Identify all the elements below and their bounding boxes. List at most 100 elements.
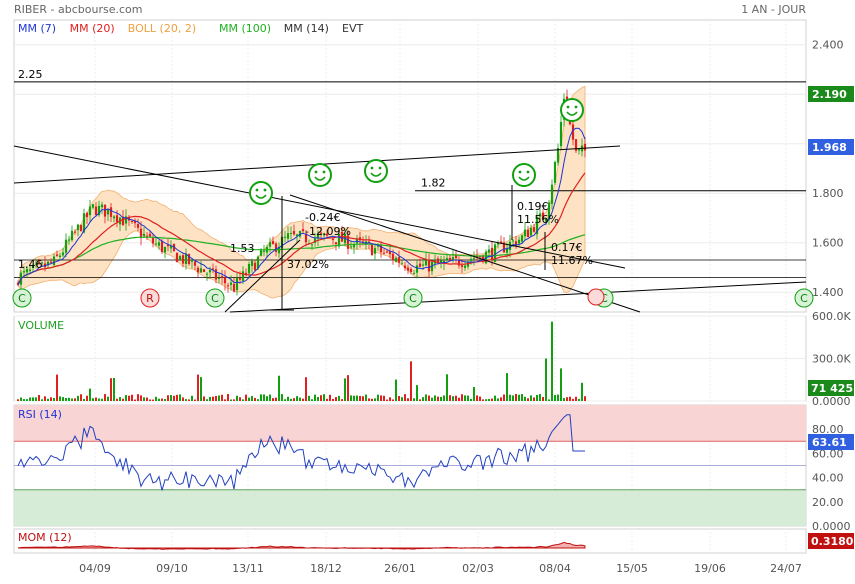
rsi-line <box>17 414 585 491</box>
volume-bar-156 <box>485 399 487 401</box>
volume-bar-92 <box>293 398 295 401</box>
annotation-5: 0.19€ <box>517 200 549 213</box>
candle-13 <box>55 254 59 256</box>
volume-bar-73 <box>236 395 238 401</box>
event-label-3: C <box>409 292 417 305</box>
candle-58 <box>190 259 194 262</box>
candle-38 <box>130 221 134 223</box>
volume-bar-111 <box>350 395 352 401</box>
close-badge-bg <box>808 139 854 155</box>
volume-bar-144 <box>449 395 451 401</box>
volume-bar-19 <box>74 398 76 401</box>
volume-bar-33 <box>116 398 118 401</box>
volume-bar-28 <box>101 398 103 401</box>
time-tick-8: 19/06 <box>694 562 726 575</box>
momentum-area <box>17 541 586 550</box>
volume-bar-6 <box>35 397 37 401</box>
candle-48 <box>160 241 164 253</box>
candle-71 <box>229 282 233 285</box>
volume-bar-15 <box>62 397 64 401</box>
volume-bar-87 <box>278 375 280 401</box>
candle-136 <box>424 258 428 266</box>
candle-171 <box>529 227 533 236</box>
volume-bar-159 <box>494 395 496 401</box>
volume-bar-35 <box>122 398 124 401</box>
candle-30 <box>106 209 110 215</box>
candle-110 <box>346 235 350 249</box>
event-marker-5 <box>794 288 814 308</box>
volume-bar-81 <box>260 394 262 401</box>
candle-37 <box>127 216 131 221</box>
candle-167 <box>517 239 521 244</box>
legend-item-1: MM (20) <box>70 22 115 35</box>
annotation-7: 0.17€ <box>551 241 583 254</box>
candle-164 <box>508 241 512 251</box>
volume-bar-83 <box>266 396 268 401</box>
time-tick-5: 02/03 <box>462 562 494 575</box>
volume-bar-8 <box>41 399 43 401</box>
level-label-1: 1.82 <box>421 177 446 190</box>
volume-bar-115 <box>362 396 364 401</box>
volume-bar-88 <box>281 394 283 401</box>
volume-bar-54 <box>179 394 181 401</box>
volume-bar-176 <box>545 358 547 401</box>
candle-122 <box>382 252 386 254</box>
candle-173 <box>535 217 539 235</box>
candle-55 <box>181 255 185 264</box>
volume-bar-139 <box>434 395 436 401</box>
volume-bar-184 <box>569 396 571 401</box>
candle-84 <box>268 242 272 247</box>
candle-149 <box>463 265 467 268</box>
candle-142 <box>442 260 446 263</box>
chart-title: RIBER - abcbourse.com <box>14 3 142 16</box>
level-label-0: 2.25 <box>18 68 43 81</box>
candle-111 <box>349 246 353 248</box>
time-tick-6: 08/04 <box>539 562 571 575</box>
rsi-overbought-zone <box>14 405 806 442</box>
volume-bar-69 <box>224 399 226 401</box>
event-label-0: C <box>18 292 26 305</box>
candle-39 <box>133 220 137 224</box>
smiley-mouth-0 <box>255 194 267 199</box>
candle-125 <box>391 253 395 261</box>
candle-46 <box>154 243 158 245</box>
volume-bar-79 <box>254 397 256 401</box>
volume-bar-188 <box>581 382 583 401</box>
volume-bar-185 <box>572 398 574 401</box>
candle-100 <box>316 234 320 239</box>
candle-81 <box>259 249 263 256</box>
candle-170 <box>526 229 530 238</box>
volume-bar-18 <box>71 398 73 401</box>
candle-72 <box>232 283 236 292</box>
volume-bar-122 <box>383 395 385 401</box>
volume-bar-59 <box>194 399 196 401</box>
volume-bar-47 <box>158 398 160 401</box>
candle-6 <box>34 263 38 265</box>
volume-bar-140 <box>437 396 439 401</box>
volume-bar-60 <box>197 374 199 401</box>
high-badge-bg <box>808 86 854 102</box>
volume-bar-104 <box>329 394 331 401</box>
candle-134 <box>418 263 422 267</box>
rsi-tick-1: 60.00 <box>812 447 844 460</box>
annotation-1: 1.53 <box>230 242 255 255</box>
volume-bar-48 <box>161 398 163 401</box>
candle-20 <box>76 224 80 231</box>
time-tick-3: 18/12 <box>310 562 342 575</box>
time-tick-7: 15/05 <box>616 562 648 575</box>
candle-185 <box>571 124 575 140</box>
volume-bar-102 <box>323 394 325 401</box>
volume-bar-113 <box>356 395 358 401</box>
volume-bar-99 <box>314 394 316 401</box>
candle-90 <box>286 233 290 239</box>
candle-66 <box>214 269 218 280</box>
volume-bar-167 <box>518 394 520 401</box>
volume-bar-116 <box>365 394 367 401</box>
volume-bar-68 <box>221 394 223 401</box>
candle-19 <box>73 231 77 233</box>
candle-50 <box>166 244 170 247</box>
volume-bar-165 <box>512 395 514 401</box>
smiley-signal-4 <box>560 98 584 122</box>
volume-bar-127 <box>398 396 400 401</box>
period-label[interactable]: 1 AN - JOUR <box>741 3 806 16</box>
